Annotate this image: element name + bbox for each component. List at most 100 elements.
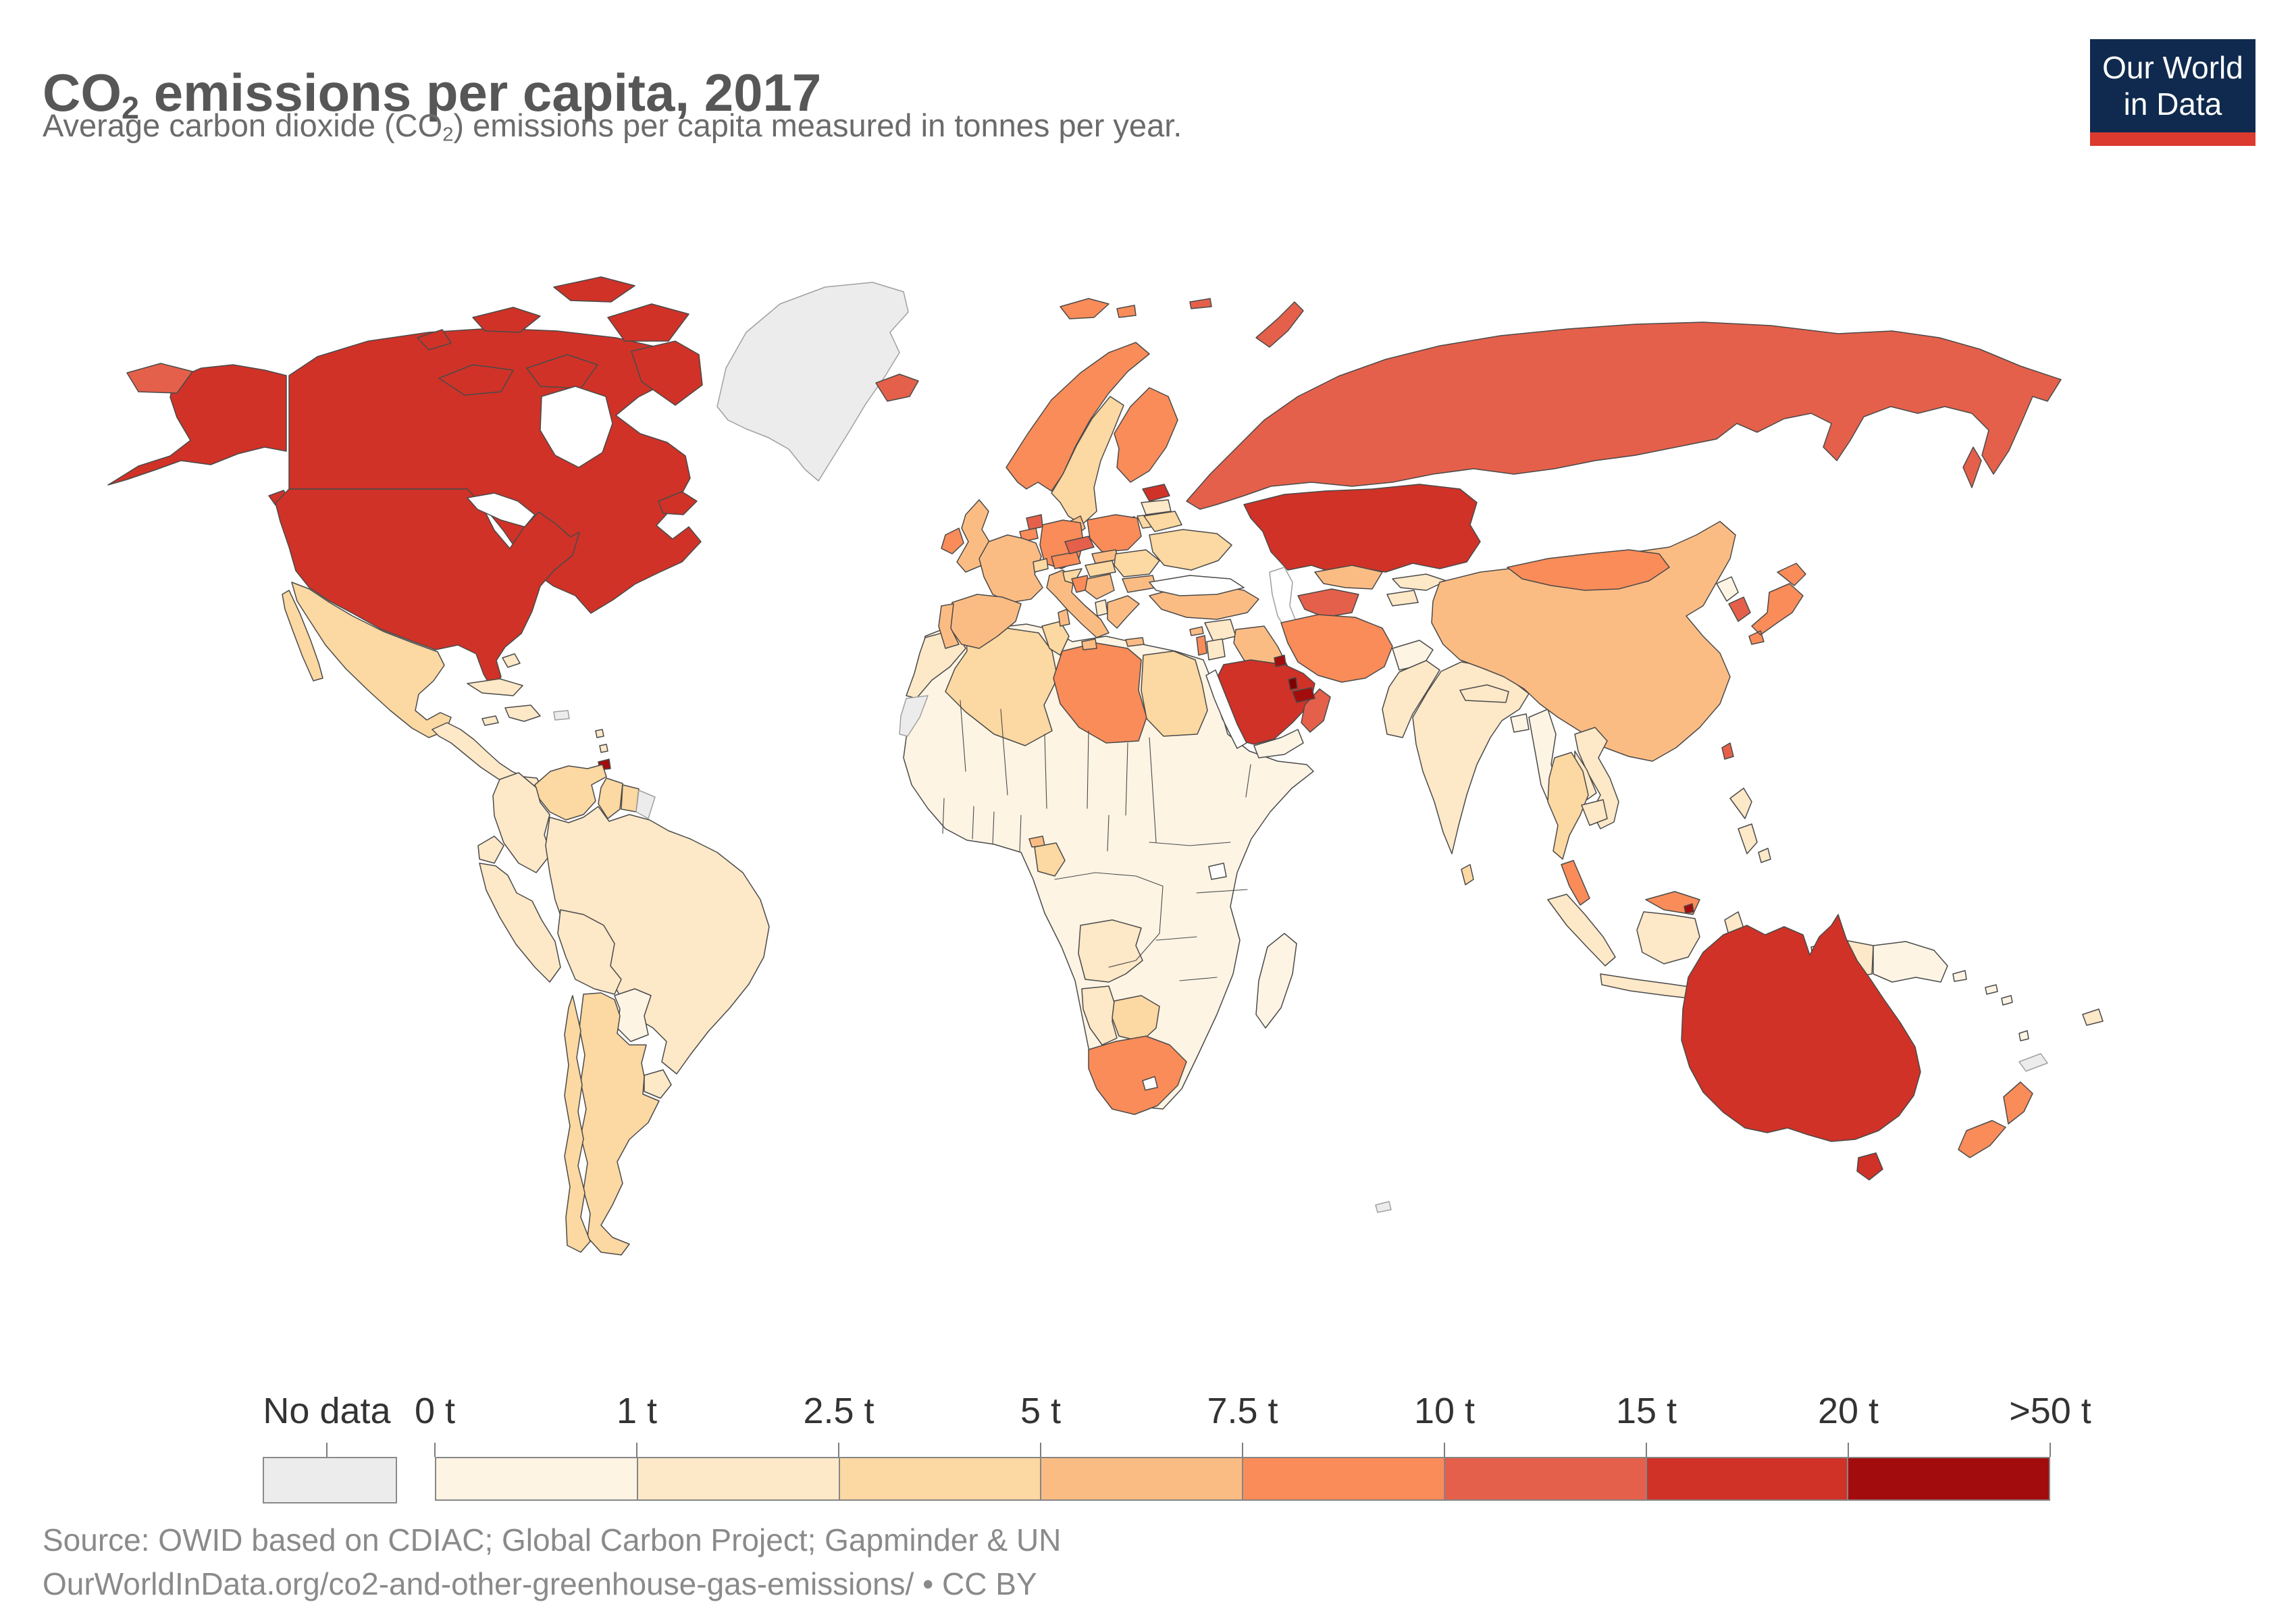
- link-line[interactable]: OurWorldInData.org/co2-and-other-greenho…: [43, 1566, 1037, 1602]
- territory-western-sahara[interactable]: [899, 695, 929, 737]
- country-spain[interactable]: [949, 594, 1022, 649]
- country-china[interactable]: [1431, 521, 1736, 762]
- country-australia[interactable]: [1681, 914, 1921, 1142]
- country-sweden[interactable]: [1051, 396, 1124, 525]
- country-kyrgyzstan[interactable]: [1392, 573, 1447, 591]
- country-egypt[interactable]: [1141, 650, 1208, 737]
- country-bahamas[interactable]: [502, 653, 521, 668]
- country-switzerland[interactable]: [1033, 558, 1049, 573]
- country-russia-chukotka[interactable]: [126, 363, 193, 394]
- country-israel[interactable]: [1196, 635, 1207, 656]
- legend-no-data-swatch[interactable]: [263, 1457, 397, 1503]
- country-poland[interactable]: [1087, 514, 1142, 552]
- country-bolivia[interactable]: [557, 909, 622, 995]
- country-iran[interactable]: [1280, 614, 1393, 683]
- country-tajikistan[interactable]: [1386, 590, 1419, 607]
- legend-segment[interactable]: [1847, 1457, 2050, 1501]
- country-thailand[interactable]: [1547, 752, 1589, 860]
- country-fiji[interactable]: [2082, 1008, 2104, 1026]
- country-sri-lanka[interactable]: [1461, 864, 1474, 885]
- country-taiwan[interactable]: [1721, 742, 1734, 760]
- country-north-korea[interactable]: [1716, 576, 1739, 602]
- country-albania[interactable]: [1095, 599, 1108, 617]
- country-botswana[interactable]: [1112, 995, 1160, 1042]
- country-papua-new-guinea[interactable]: [1873, 941, 1967, 983]
- country-jordan[interactable]: [1206, 638, 1226, 661]
- country-mexico[interactable]: [291, 582, 452, 738]
- country-malaysia[interactable]: [1561, 860, 1700, 915]
- legend-segment[interactable]: [1645, 1457, 1849, 1501]
- country-tunisia[interactable]: [1041, 621, 1070, 656]
- country-czechia[interactable]: [1064, 536, 1095, 555]
- country-latvia[interactable]: [1141, 499, 1172, 515]
- legend-segment[interactable]: [636, 1457, 840, 1501]
- country-usa-alaska[interactable]: [107, 364, 287, 486]
- country-solomon-islands[interactable]: [1985, 984, 2013, 1006]
- country-hungary[interactable]: [1085, 560, 1116, 577]
- country-finland[interactable]: [1114, 387, 1178, 483]
- country-serbia[interactable]: [1085, 573, 1115, 600]
- country-estonia[interactable]: [1142, 484, 1170, 502]
- region-lesser-antilles[interactable]: [595, 729, 608, 753]
- country-uruguay[interactable]: [644, 1069, 672, 1099]
- country-russia[interactable]: [1186, 321, 2062, 510]
- country-syria[interactable]: [1204, 619, 1236, 642]
- region-hispaniola[interactable]: [504, 704, 541, 722]
- country-libya[interactable]: [1053, 642, 1147, 744]
- territory-french-guiana[interactable]: [635, 790, 656, 819]
- country-venezuela[interactable]: [534, 764, 607, 821]
- island-tasmania[interactable]: [1856, 1152, 1883, 1181]
- country-cyprus[interactable]: [1189, 626, 1204, 636]
- country-south-africa[interactable]: [1088, 1035, 1187, 1115]
- country-austria[interactable]: [1051, 551, 1081, 569]
- country-qatar[interactable]: [1288, 677, 1298, 690]
- country-greenland[interactable]: [716, 282, 909, 482]
- country-cuba[interactable]: [467, 678, 523, 696]
- country-uae[interactable]: [1292, 687, 1315, 703]
- country-cambodia[interactable]: [1581, 799, 1608, 826]
- island-svalbard[interactable]: [1060, 298, 1137, 319]
- country-oman[interactable]: [1301, 688, 1331, 733]
- country-chile[interactable]: [564, 995, 591, 1253]
- country-yemen[interactable]: [1253, 729, 1304, 758]
- country-turkmenistan[interactable]: [1297, 588, 1359, 618]
- legend-segment[interactable]: [1040, 1457, 1243, 1501]
- country-angola[interactable]: [1078, 919, 1143, 983]
- island-novaya-zemlya[interactable]: [1255, 301, 1304, 348]
- country-jamaica[interactable]: [481, 715, 499, 726]
- territory-new-caledonia[interactable]: [2018, 1053, 2048, 1072]
- legend-segment[interactable]: [1242, 1457, 1445, 1501]
- country-kuwait[interactable]: [1274, 654, 1286, 667]
- country-gabon[interactable]: [1034, 842, 1066, 877]
- country-algeria[interactable]: [945, 627, 1058, 746]
- country-vanuatu[interactable]: [2018, 1030, 2029, 1041]
- country-ecuador[interactable]: [477, 835, 504, 864]
- country-peru[interactable]: [479, 863, 561, 983]
- country-belarus[interactable]: [1143, 511, 1182, 532]
- country-kazakhstan[interactable]: [1243, 484, 1481, 573]
- country-netherlands[interactable]: [1026, 514, 1043, 530]
- country-south-korea[interactable]: [1728, 596, 1751, 622]
- country-bangladesh[interactable]: [1510, 713, 1530, 733]
- country-japan[interactable]: [1748, 563, 1806, 645]
- country-philippines[interactable]: [1729, 788, 1771, 863]
- country-italy[interactable]: [1046, 569, 1110, 650]
- territory-kerguelen[interactable]: [1375, 1201, 1392, 1213]
- country-canada-arctic-islands[interactable]: [417, 276, 703, 406]
- country-uzbekistan[interactable]: [1314, 565, 1383, 590]
- country-ukraine[interactable]: [1149, 529, 1232, 571]
- country-iceland[interactable]: [875, 374, 919, 402]
- country-india[interactable]: [1412, 661, 1530, 854]
- country-brunei[interactable]: [1684, 903, 1694, 914]
- legend-segment[interactable]: [1443, 1457, 1647, 1501]
- country-norway[interactable]: [1006, 342, 1150, 492]
- country-romania[interactable]: [1114, 549, 1160, 577]
- island-franz-josef[interactable]: [1189, 298, 1212, 309]
- country-france[interactable]: [979, 534, 1043, 603]
- country-mongolia[interactable]: [1507, 549, 1670, 591]
- country-namibia[interactable]: [1081, 985, 1118, 1046]
- country-greece[interactable]: [1107, 595, 1145, 647]
- country-portugal[interactable]: [938, 603, 960, 649]
- country-canada-newfoundland[interactable]: [658, 491, 698, 515]
- owid-logo[interactable]: Our World in Data: [2090, 39, 2255, 146]
